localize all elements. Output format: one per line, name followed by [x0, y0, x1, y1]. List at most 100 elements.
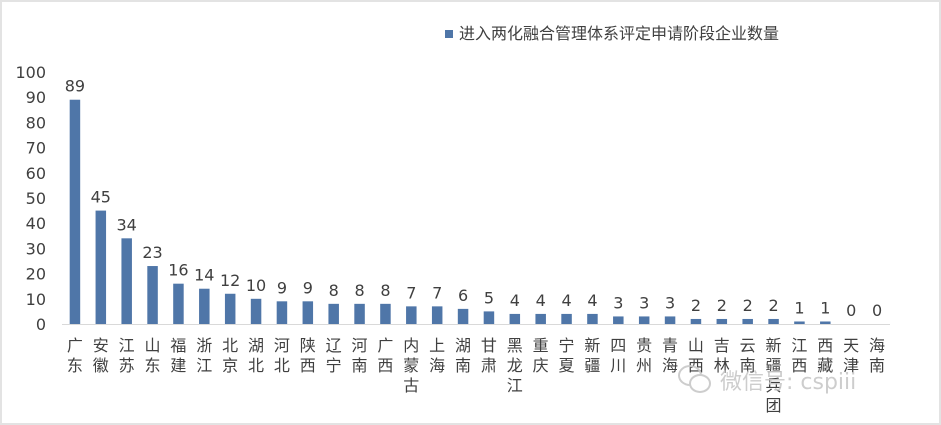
x-tick-label: 吉林 [714, 336, 730, 375]
legend: 进入两化融合管理体系评定申请阶段企业数量 [445, 24, 779, 43]
data-label: 7 [406, 283, 416, 302]
data-label: 4 [561, 291, 571, 310]
data-label: 2 [743, 296, 753, 315]
bar [95, 210, 107, 324]
data-label: 89 [65, 77, 85, 96]
x-tick-label: 江西 [791, 336, 807, 375]
bar [199, 288, 210, 324]
y-tick-label: 70 [26, 139, 46, 158]
x-tick-label: 重庆 [533, 336, 549, 375]
data-label: 34 [117, 215, 137, 234]
x-tick-label: 四川 [610, 336, 626, 375]
x-tick-label: 湖北 [248, 336, 264, 375]
x-tick-label: 宁夏 [559, 336, 575, 375]
bar [121, 238, 132, 324]
x-tick-label: 福建 [170, 336, 186, 375]
x-tick-label: 黑龙江 [507, 336, 523, 395]
data-label: 14 [194, 266, 214, 285]
y-tick-label: 80 [26, 113, 46, 132]
x-tick-label: 浙江 [196, 336, 212, 375]
bar [716, 318, 728, 324]
x-tick-label: 上海 [429, 336, 445, 375]
data-label: 9 [303, 278, 313, 297]
x-tick-label: 海南 [869, 336, 885, 375]
y-tick-label: 20 [26, 265, 46, 284]
y-tick-label: 0 [36, 315, 46, 334]
data-label: 2 [691, 296, 701, 315]
x-tick-label: 西藏 [817, 336, 833, 375]
x-tick-label: 青海 [662, 336, 678, 375]
bar [354, 303, 365, 324]
bar [509, 313, 521, 324]
x-tick-label: 安徽 [93, 336, 109, 375]
data-label: 8 [380, 281, 390, 300]
x-tick-label: 内蒙古 [403, 336, 419, 395]
bar [483, 311, 495, 324]
x-tick-label: 河南 [352, 336, 368, 375]
bar [328, 303, 339, 324]
x-tick-label: 广东 [67, 336, 83, 375]
x-tick-label: 江苏 [119, 336, 135, 375]
bar [664, 316, 676, 324]
x-tick-label: 广西 [377, 336, 393, 375]
data-label: 2 [717, 296, 727, 315]
x-tick-label: 山东 [145, 336, 161, 375]
data-label: 4 [587, 291, 597, 310]
x-tick-label: 河北 [274, 336, 290, 375]
bar [820, 321, 831, 324]
bar [535, 313, 546, 324]
x-tick-label: 天津 [843, 336, 859, 375]
bar [69, 99, 81, 324]
y-tick-label: 90 [26, 88, 46, 107]
bar [768, 318, 779, 324]
wechat-icon [678, 365, 712, 395]
x-axis: 广东安徽江苏山东福建浙江北京湖北河北陕西辽宁河南广西内蒙古上海湖南甘肃黑龙江重庆… [62, 324, 890, 415]
bar [406, 306, 417, 324]
bar [431, 306, 443, 324]
x-tick-label: 贵州 [636, 336, 652, 375]
x-tick-label: 云南 [740, 336, 756, 375]
y-tick-label: 60 [26, 164, 46, 183]
data-label: 8 [329, 281, 339, 300]
data-label: 1 [820, 298, 830, 317]
bar [250, 298, 262, 324]
x-tick-label: 辽宁 [326, 336, 342, 375]
y-axis: 0 10 20 30 40 50 60 70 80 90 100 [15, 63, 46, 334]
data-label: 0 [872, 301, 882, 320]
data-label: 12 [220, 271, 240, 290]
data-label: 6 [458, 286, 468, 305]
x-tick-label: 陕西 [300, 336, 316, 375]
bar [380, 303, 391, 324]
y-tick-label: 40 [26, 214, 46, 233]
y-tick-label: 30 [26, 239, 46, 258]
bar [613, 316, 624, 324]
data-label: 10 [246, 276, 266, 295]
bar [742, 318, 753, 324]
watermark-text: 微信号: cspiii [720, 370, 857, 395]
bar [794, 321, 805, 324]
bar [276, 301, 288, 324]
data-label: 4 [510, 291, 520, 310]
data-label: 9 [277, 278, 287, 297]
x-tick-label: 湖南 [455, 336, 471, 375]
data-label: 5 [484, 288, 494, 307]
y-tick-label: 10 [26, 290, 46, 309]
bar [690, 318, 702, 324]
data-label: 0 [846, 301, 856, 320]
bar [638, 316, 650, 324]
data-label: 16 [168, 261, 188, 280]
x-tick-label: 新疆 [584, 336, 600, 375]
legend-label: 进入两化融合管理体系评定申请阶段企业数量 [459, 24, 779, 43]
data-label: 7 [432, 283, 442, 302]
bar [173, 283, 184, 324]
data-label: 2 [768, 296, 778, 315]
data-label: 8 [354, 281, 364, 300]
bar [147, 266, 158, 324]
data-label: 3 [665, 293, 675, 312]
legend-swatch [445, 30, 453, 38]
y-tick-label: 50 [26, 189, 46, 208]
bar [561, 313, 572, 324]
data-label: 23 [142, 243, 162, 262]
